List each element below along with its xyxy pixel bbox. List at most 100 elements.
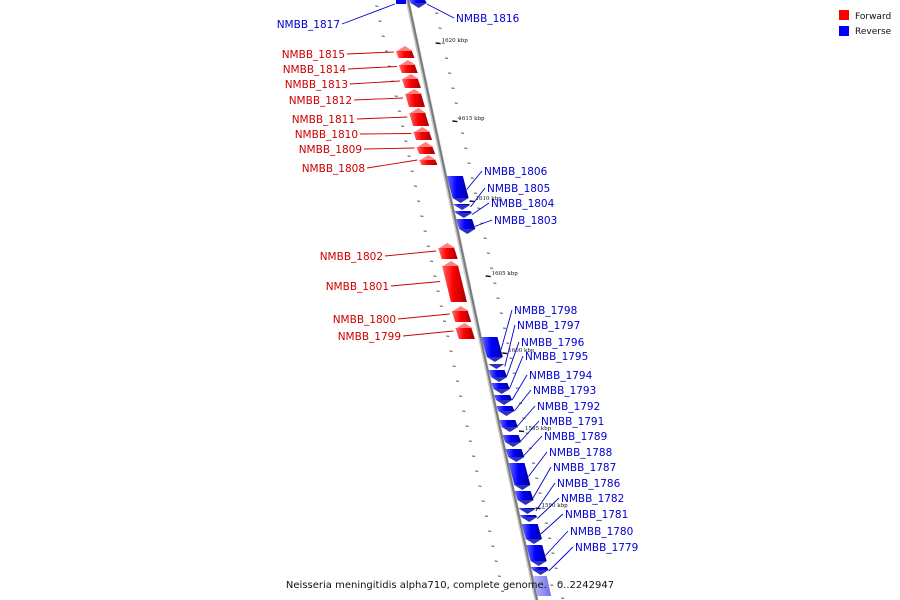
gene-nmbb-1805[interactable] (452, 204, 471, 210)
gene-nmbb-1802[interactable] (438, 243, 458, 259)
gene-label-nmbb-1817[interactable]: NMBB_1817 (277, 19, 340, 31)
gene-nmbb-1816[interactable] (409, 0, 427, 8)
backbone-line (407, 0, 538, 600)
gene-leader-line (384, 250, 437, 257)
gene-label-nmbb-1812[interactable]: NMBB_1812 (289, 95, 352, 107)
gene-arrow-tip (486, 357, 503, 362)
gene-nmbb-1789[interactable] (505, 449, 525, 462)
gene-nmbb-1814[interactable] (398, 60, 418, 73)
gene-label-nmbb-1815[interactable]: NMBB_1815 (282, 49, 345, 61)
gene-arrow-tip (517, 500, 534, 505)
gene-arrow-tip (399, 60, 416, 65)
gene-label-nmbb-1792[interactable]: NMBB_1792 (537, 401, 600, 413)
gene-label-nmbb-1798[interactable]: NMBB_1798 (514, 305, 577, 317)
gene-leader-line (528, 451, 548, 477)
gene-label-nmbb-1803[interactable]: NMBB_1803 (494, 215, 557, 227)
gene-nmbb-1779[interactable] (530, 567, 549, 575)
gene-label-nmbb-1811[interactable]: NMBB_1811 (292, 114, 355, 126)
gene-label-nmbb-1802[interactable]: NMBB_1802 (320, 251, 383, 263)
gene-nmbb-1815[interactable] (395, 46, 415, 58)
gene-feature-partial (532, 576, 552, 596)
gene-leader-line (537, 497, 560, 519)
gene-body (505, 449, 525, 457)
gene-body (491, 383, 510, 389)
gene-leader-line (349, 80, 400, 85)
gene-nmbb-1781[interactable] (521, 524, 542, 544)
gene-label-nmbb-1814[interactable]: NMBB_1814 (283, 64, 347, 76)
gene-nmbb-1812[interactable] (405, 89, 426, 107)
gene-nmbb-1786[interactable] (518, 508, 536, 514)
gene-label-nmbb-1781[interactable]: NMBB_1781 (565, 509, 628, 521)
gene-body (488, 370, 508, 377)
gene-nmbb-1782[interactable] (519, 515, 538, 522)
gene-arrow-tip (530, 561, 547, 566)
kbp-tick-label: 1620 kbp (442, 38, 469, 44)
gene-arrow-tip (498, 411, 515, 416)
gene-label-nmbb-1801[interactable]: NMBB_1801 (326, 281, 389, 293)
gene-label-nmbb-1782[interactable]: NMBB_1782 (561, 493, 624, 505)
gene-leader-line (474, 219, 493, 227)
gene-nmbb-1796[interactable] (488, 370, 508, 382)
gene-nmbb-1810[interactable] (413, 127, 433, 140)
gene-label-nmbb-1788[interactable]: NMBB_1788 (549, 447, 612, 459)
gene-nmbb-1801[interactable] (442, 261, 467, 302)
gene-nmbb-1794[interactable] (493, 395, 513, 405)
gene-arrow-tip (452, 198, 469, 203)
gene-label-nmbb-1787[interactable]: NMBB_1787 (553, 462, 616, 474)
legend: Forward Reverse (839, 10, 892, 37)
gene-label-nmbb-1816[interactable]: NMBB_1816 (456, 13, 520, 25)
gene-arrow-tip (501, 427, 518, 432)
gene-label-nmbb-1796[interactable]: NMBB_1796 (521, 337, 585, 349)
gene-body (496, 406, 515, 411)
gene-label-nmbb-1806[interactable]: NMBB_1806 (484, 166, 548, 178)
gene-nmbb-1793[interactable] (496, 406, 515, 416)
gene-nmbb-1808[interactable] (419, 155, 438, 165)
gene-label-nmbb-1810[interactable]: NMBB_1810 (295, 129, 358, 141)
gene-body (401, 79, 421, 88)
gene-nmbb-1795[interactable] (491, 383, 510, 394)
gene-nmbb-1809[interactable] (416, 142, 436, 154)
gene-arrow-tip (519, 509, 536, 514)
gene-leader-line (514, 389, 532, 412)
gene-nmbb-1780[interactable] (526, 545, 547, 566)
gene-label-nmbb-1800[interactable]: NMBB_1800 (333, 314, 396, 326)
gene-leader-line (341, 3, 396, 25)
gene-label-nmbb-1786[interactable]: NMBB_1786 (557, 478, 621, 490)
gene-nmbb-1799[interactable] (455, 323, 475, 339)
gene-leader-line (511, 374, 528, 401)
gene-leader-line (466, 170, 483, 190)
gene-nmbb-1813[interactable] (401, 74, 421, 88)
gene-arrow-tip (532, 570, 549, 575)
gene-label-nmbb-1779[interactable]: NMBB_1779 (575, 542, 638, 554)
gene-label-nmbb-1780[interactable]: NMBB_1780 (570, 526, 633, 538)
gene-nmbb-1788[interactable] (508, 463, 531, 490)
gene-label-nmbb-1797[interactable]: NMBB_1797 (517, 320, 580, 332)
gene-body (499, 420, 518, 427)
gene-label-nmbb-1789[interactable]: NMBB_1789 (544, 431, 607, 443)
gene-label-nmbb-1809[interactable]: NMBB_1809 (299, 144, 362, 156)
gene-leader-line (356, 116, 408, 120)
gene-nmbb-1800[interactable] (451, 306, 472, 322)
gene-nmbb-1791[interactable] (502, 435, 522, 447)
gene-label-nmbb-1799[interactable]: NMBB_1799 (338, 331, 401, 343)
gene-body (413, 132, 433, 140)
gene-nmbb-1803[interactable] (456, 219, 476, 234)
gene-label-nmbb-1813[interactable]: NMBB_1813 (285, 79, 348, 91)
gene-nmbb-1817[interactable] (396, 0, 406, 4)
gene-label-nmbb-1795[interactable]: NMBB_1795 (525, 351, 588, 363)
gene-label-nmbb-1793[interactable]: NMBB_1793 (533, 385, 596, 397)
gene-nmbb-1804[interactable] (454, 211, 472, 218)
gene-nmbb-1798[interactable] (481, 337, 503, 362)
gene-nmbb-1787[interactable] (514, 491, 534, 505)
gene-leader-line (517, 405, 536, 427)
gene-nmbb-1811[interactable] (409, 108, 430, 126)
gene-label-nmbb-1808[interactable]: NMBB_1808 (302, 163, 365, 175)
gene-label-nmbb-1804[interactable]: NMBB_1804 (491, 198, 555, 210)
gene-nmbb-1792[interactable] (499, 420, 518, 432)
gene-nmbb-1797[interactable] (487, 364, 505, 369)
gene-label-nmbb-1791[interactable]: NMBB_1791 (541, 416, 604, 428)
gene-label-nmbb-1805[interactable]: NMBB_1805 (487, 183, 550, 195)
gene-leader-line (545, 530, 569, 556)
gene-label-nmbb-1794[interactable]: NMBB_1794 (529, 370, 593, 382)
gene-nmbb-1806[interactable] (446, 176, 469, 203)
